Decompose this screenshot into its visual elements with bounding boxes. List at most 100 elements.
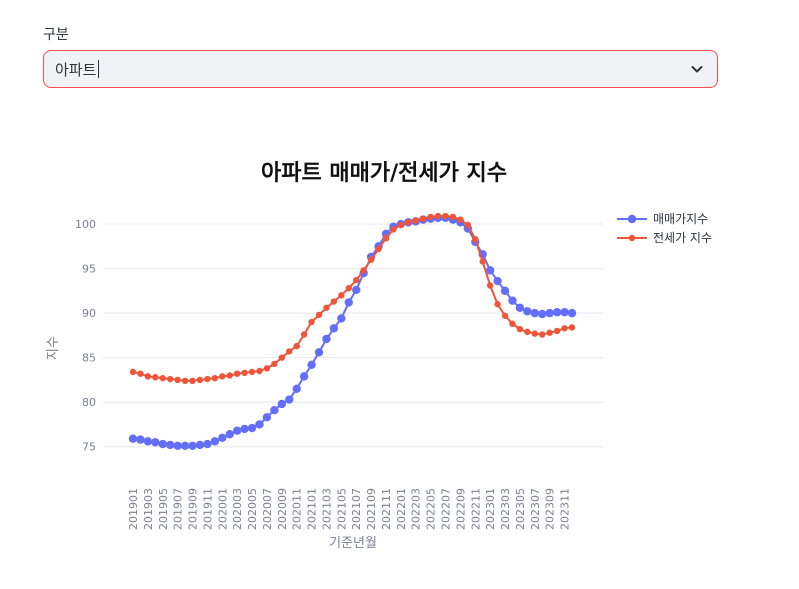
data-point[interactable]: [248, 368, 256, 376]
data-point[interactable]: [277, 399, 287, 409]
data-point[interactable]: [263, 365, 271, 372]
data-point[interactable]: [174, 376, 181, 384]
data-point[interactable]: [314, 348, 324, 357]
data-point[interactable]: [397, 221, 405, 229]
data-point[interactable]: [539, 331, 546, 338]
data-point[interactable]: [203, 439, 212, 449]
data-point[interactable]: [546, 329, 553, 336]
data-point[interactable]: [472, 235, 479, 243]
data-point[interactable]: [427, 213, 434, 221]
data-point[interactable]: [405, 219, 412, 226]
data-point[interactable]: [515, 303, 525, 312]
data-point[interactable]: [561, 325, 568, 332]
data-point[interactable]: [315, 311, 323, 319]
data-point[interactable]: [552, 308, 562, 317]
data-point[interactable]: [292, 384, 301, 394]
data-point[interactable]: [256, 367, 263, 375]
data-point[interactable]: [204, 375, 211, 383]
data-point[interactable]: [286, 348, 293, 355]
data-point[interactable]: [329, 324, 339, 333]
data-point[interactable]: [367, 256, 375, 263]
data-point[interactable]: [508, 296, 517, 305]
data-point[interactable]: [218, 433, 227, 443]
data-point[interactable]: [219, 373, 226, 380]
data-point[interactable]: [173, 441, 182, 451]
data-point[interactable]: [255, 420, 264, 429]
data-point[interactable]: [152, 374, 159, 381]
data-point[interactable]: [509, 320, 516, 328]
data-point[interactable]: [278, 354, 286, 361]
data-point[interactable]: [136, 435, 145, 444]
data-point[interactable]: [345, 284, 352, 292]
data-point[interactable]: [128, 434, 138, 443]
data-point[interactable]: [181, 377, 189, 385]
data-point[interactable]: [211, 374, 219, 382]
data-point[interactable]: [494, 301, 501, 308]
data-point[interactable]: [137, 370, 144, 377]
data-point[interactable]: [271, 360, 278, 368]
data-point[interactable]: [330, 298, 338, 305]
data-point[interactable]: [166, 440, 175, 450]
data-point[interactable]: [493, 276, 502, 286]
chevron-down-icon[interactable]: [689, 61, 705, 77]
data-point[interactable]: [144, 373, 152, 380]
data-point[interactable]: [516, 325, 524, 333]
data-point[interactable]: [232, 426, 242, 435]
data-point[interactable]: [560, 308, 569, 317]
data-point[interactable]: [293, 342, 300, 350]
data-point[interactable]: [180, 441, 190, 451]
data-point[interactable]: [568, 324, 576, 331]
data-point[interactable]: [360, 267, 367, 274]
data-point[interactable]: [337, 314, 346, 323]
data-point[interactable]: [322, 334, 331, 344]
data-point[interactable]: [226, 372, 233, 379]
data-point[interactable]: [300, 331, 308, 338]
data-point[interactable]: [375, 245, 382, 253]
data-point[interactable]: [390, 226, 397, 233]
data-point[interactable]: [151, 438, 160, 447]
data-point[interactable]: [159, 374, 166, 382]
data-point[interactable]: [530, 308, 539, 318]
data-point[interactable]: [434, 212, 442, 220]
data-point[interactable]: [270, 406, 279, 415]
data-point[interactable]: [464, 221, 472, 229]
data-point[interactable]: [353, 276, 360, 284]
data-point[interactable]: [285, 395, 294, 404]
data-point[interactable]: [323, 304, 330, 311]
data-point[interactable]: [210, 437, 220, 446]
data-point[interactable]: [189, 377, 196, 385]
data-point[interactable]: [299, 372, 309, 381]
data-point[interactable]: [129, 368, 137, 376]
data-point[interactable]: [247, 423, 257, 433]
data-point[interactable]: [457, 216, 464, 223]
data-point[interactable]: [307, 360, 316, 369]
data-point[interactable]: [344, 298, 353, 307]
category-select[interactable]: 아파트: [43, 50, 718, 88]
data-point[interactable]: [412, 217, 419, 224]
data-point[interactable]: [240, 424, 249, 434]
data-point[interactable]: [262, 413, 272, 422]
data-point[interactable]: [338, 292, 345, 299]
data-point[interactable]: [567, 308, 577, 318]
data-point[interactable]: [195, 440, 205, 450]
data-point[interactable]: [485, 266, 495, 275]
data-point[interactable]: [196, 376, 204, 384]
data-point[interactable]: [545, 308, 554, 318]
data-point[interactable]: [233, 370, 241, 377]
data-point[interactable]: [531, 330, 538, 337]
data-point[interactable]: [479, 258, 486, 265]
data-point[interactable]: [225, 430, 234, 439]
data-point[interactable]: [241, 369, 248, 377]
data-point[interactable]: [167, 375, 174, 383]
data-point[interactable]: [449, 213, 457, 221]
legend-item[interactable]: 매매가지수: [617, 212, 708, 226]
legend-item[interactable]: 전세가 지수: [617, 231, 712, 245]
data-point[interactable]: [538, 309, 547, 319]
data-point[interactable]: [442, 212, 449, 220]
data-point[interactable]: [352, 285, 361, 295]
data-point[interactable]: [419, 215, 427, 222]
data-point[interactable]: [158, 439, 167, 449]
data-point[interactable]: [143, 437, 153, 446]
data-point[interactable]: [382, 235, 390, 242]
data-point[interactable]: [501, 312, 509, 319]
